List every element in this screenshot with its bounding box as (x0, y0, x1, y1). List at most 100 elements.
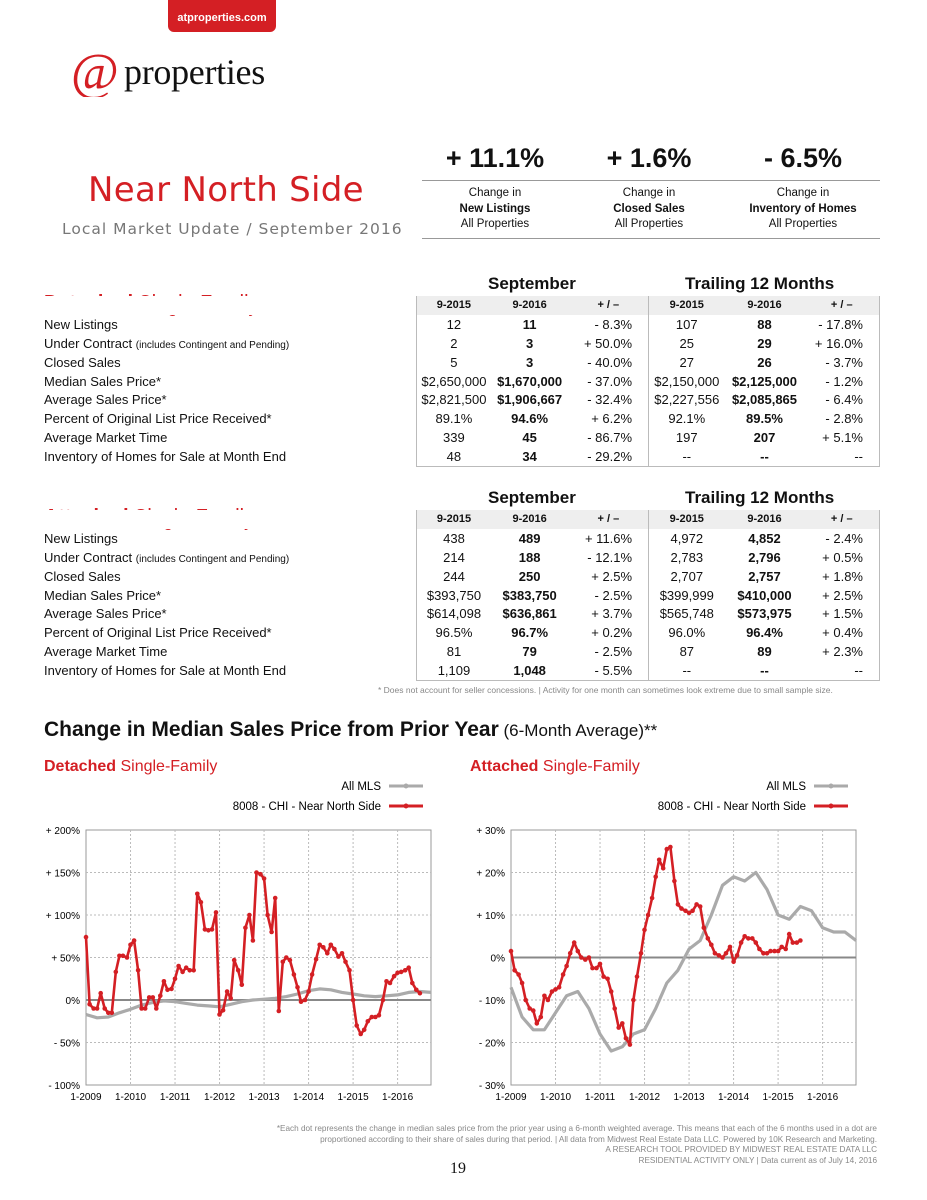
series-point-local (176, 963, 181, 969)
series-point-local (653, 874, 658, 880)
table-cell: $565,748 (648, 604, 725, 624)
chart-section-title-main: Change in Median Sales Price from Prior … (44, 718, 499, 741)
table-row: Closed Sales 5 3 - 40.0% 27 26 - 3.7% (42, 352, 881, 372)
table-cell: $410,000 (737, 587, 792, 603)
table-row: Median Sales Price* $393,750 $383,750 - 2.5… (42, 585, 881, 605)
table-cell: - 32.4% (587, 392, 633, 408)
row-label-text: Percent of Original List Price Received* (44, 625, 272, 641)
table-cell: 29 (757, 335, 772, 351)
series-point-local (291, 972, 297, 977)
row-label-note: (includes Contingent and Pending) (135, 339, 290, 351)
series-point-local (686, 910, 692, 916)
legend-marker-all-mls (828, 783, 834, 789)
col-header: + / – (568, 296, 649, 315)
series-line-local (84, 871, 421, 1036)
table-row: Average Market Time 339 45 - 86.7% 197 207 + 5… (42, 428, 881, 448)
table-footnote: * Does not account for seller concession… (378, 685, 833, 695)
series-point-local (742, 934, 747, 939)
x-tick-label: 1-2009 (495, 1092, 527, 1103)
series-point-local (398, 969, 404, 975)
series-point-local (531, 1008, 536, 1013)
series-point-local (523, 997, 528, 1003)
y-tick-label: 0% (491, 954, 506, 965)
col-header: 9-2015 (648, 510, 725, 529)
header-spacer (42, 510, 417, 529)
series-point-local (634, 974, 640, 979)
kpi-label: All Properties (614, 218, 684, 230)
table-cell: -- (724, 661, 805, 681)
site-url-tab[interactable]: atproperties.com (168, 0, 276, 32)
series-point-local (202, 927, 208, 932)
table-row: Inventory of Homes for Sale at Month End… (42, 447, 881, 467)
header-spacer (42, 296, 417, 315)
series-point-local (350, 997, 356, 1003)
table-cell: + 2.3% (804, 642, 881, 662)
series-point-local (321, 945, 326, 950)
series-point-local (361, 1027, 367, 1033)
group-header-trailing: Trailing 12 Months (685, 488, 835, 507)
series-line-all-mls (85, 987, 432, 1020)
series-point-local (772, 948, 777, 954)
table-cell: 197 (648, 428, 725, 448)
series-point-local (150, 995, 156, 1000)
chart-title-detached: Detached Single-Family (44, 758, 217, 776)
series-point-local (154, 1006, 159, 1011)
table-cell: + 2.5% (804, 585, 881, 605)
detached-table: 9-2015 9-2016 + / – 9-2015 9-2016 + / – … (42, 296, 881, 467)
row-label-text: Under Contract (44, 335, 136, 351)
series-point-local (228, 996, 233, 1001)
series-point-local (235, 968, 241, 973)
series-point-local (716, 953, 722, 958)
table-cell: 2,796 (748, 549, 781, 565)
table-cell: 96.5% (416, 623, 491, 643)
series-point-local (519, 980, 525, 986)
series-point-local (612, 1006, 617, 1011)
row-label-text: Median Sales Price* (44, 587, 162, 603)
table-cell: 34 (490, 447, 569, 467)
series-point-local (627, 1042, 633, 1047)
footer-line: A RESEARCH TOOL PROVIDED BY MIDWEST REAL… (605, 1145, 877, 1154)
series-point-local (697, 904, 703, 909)
col-header: 9-2016 (724, 510, 805, 529)
table-cell: 25 (648, 333, 725, 353)
row-label-text: Median Sales Price* (44, 373, 162, 389)
row-label-text: Average Market Time (44, 644, 168, 660)
series-point-local (98, 990, 103, 996)
table-cell: - 86.7% (587, 430, 633, 446)
table-cell: 4,852 (748, 530, 781, 546)
attached-table: 9-2015 9-2016 + / – 9-2015 9-2016 + / – … (42, 510, 881, 681)
row-label-text: Average Sales Price* (44, 606, 167, 622)
chart-legend: All MLS 8008 - CHI - Near North Side (658, 781, 848, 813)
series-point-local (668, 844, 673, 850)
series-point-local (387, 980, 393, 986)
series-point-local (764, 951, 770, 956)
series-point-local (231, 957, 237, 963)
series-point-local (317, 942, 323, 948)
y-tick-label: + 20% (476, 869, 505, 880)
table-header-row: 9-2015 9-2016 + / – 9-2015 9-2016 + / – (42, 510, 881, 529)
table-cell: $2,085,865 (731, 392, 798, 408)
series-point-local (746, 936, 751, 941)
table-cell: 3 (526, 354, 534, 370)
table-cell: - 40.0% (587, 354, 633, 370)
table-cell: 3 (526, 335, 534, 351)
x-tick-label: 1-2015 (338, 1092, 370, 1103)
col-header: 9-2016 (724, 296, 805, 315)
table-row: Percent of Original List Price Received*… (42, 409, 881, 429)
table-cell: -- (648, 447, 725, 467)
kpi-divider (422, 238, 880, 239)
x-tick-label: 1-2014 (293, 1092, 325, 1103)
series-point-local (712, 951, 718, 956)
table-row: Median Sales Price* $2,650,000 $1,670,000 -… (42, 371, 881, 391)
table-cell: 438 (416, 528, 491, 548)
chart-section-title-suffix: (6-Month Average)** (498, 721, 658, 740)
table-cell: 2 (416, 333, 491, 353)
series-point-local (638, 951, 644, 956)
table-cell: 11 (522, 316, 537, 332)
table-header-row: 9-2015 9-2016 + / – 9-2015 9-2016 + / – (42, 296, 881, 315)
series-point-local (527, 1006, 532, 1011)
series-point-local (660, 866, 666, 871)
series-point-local (406, 965, 412, 970)
page-number: 19 (450, 1160, 466, 1177)
kpi-label: Change in (622, 187, 676, 199)
